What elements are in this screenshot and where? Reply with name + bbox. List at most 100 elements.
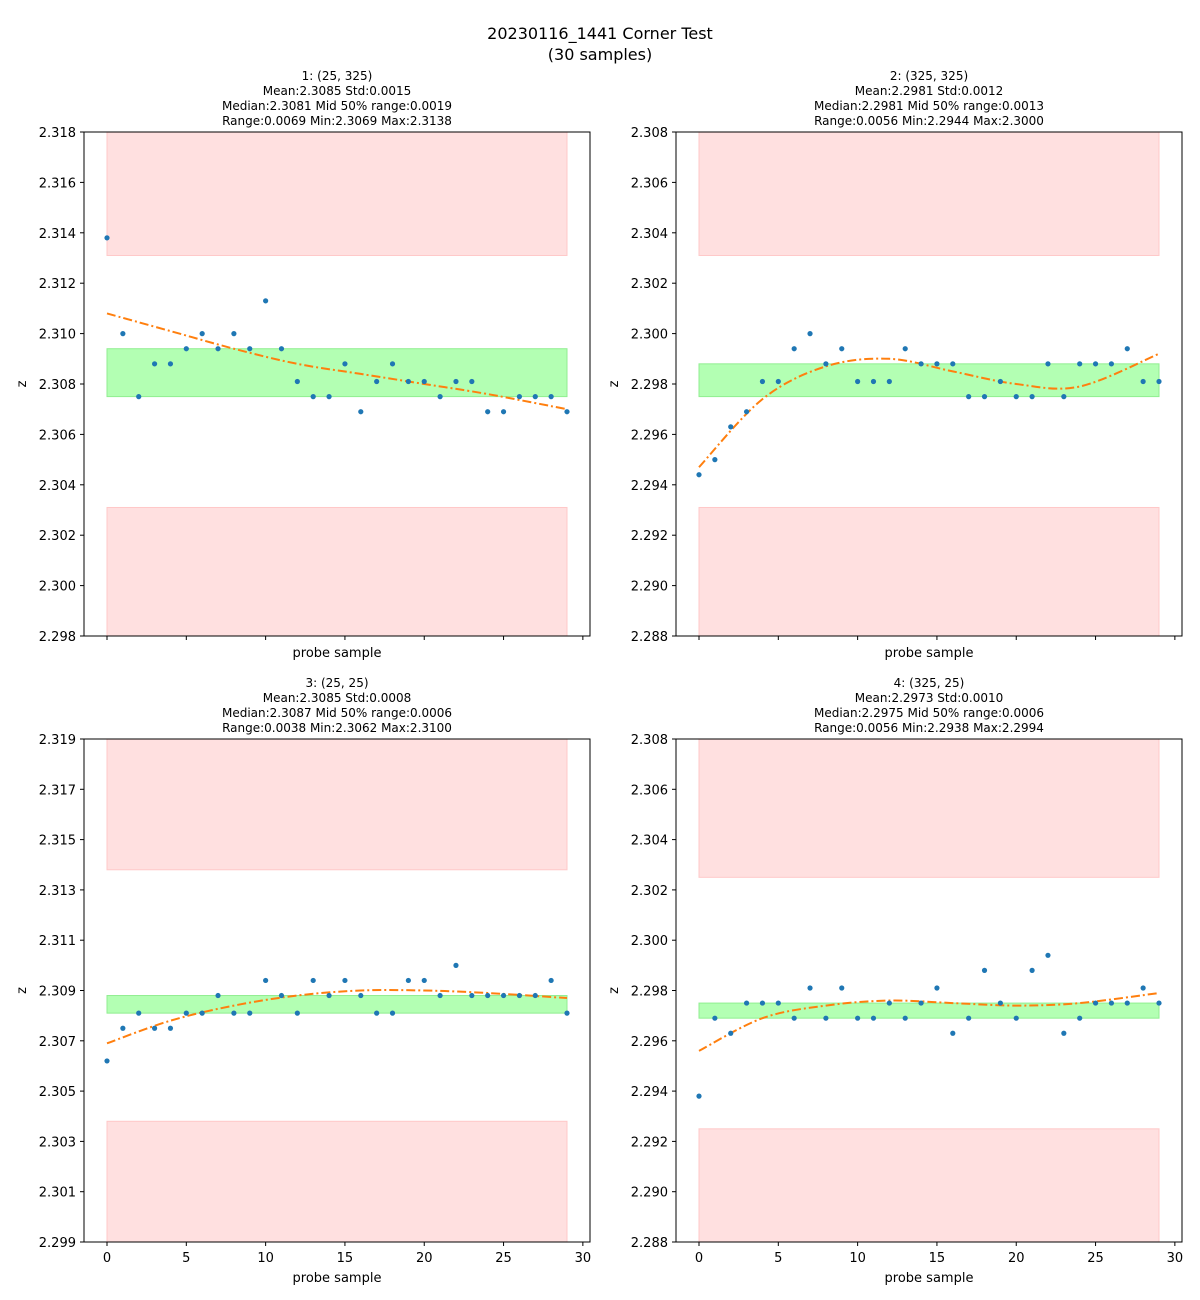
red-tolerance-band xyxy=(106,131,568,256)
y-tick-label: 2.304 xyxy=(631,834,668,849)
data-point xyxy=(247,346,253,352)
data-point xyxy=(532,992,538,999)
data-point xyxy=(775,1000,781,1006)
x-axis-label: probe sample xyxy=(293,1271,382,1286)
subplot-title-line: Median:2.3081 Mid 50% range:0.0019 xyxy=(222,99,452,113)
data-point xyxy=(231,1010,237,1016)
y-tick-label: 2.294 xyxy=(631,479,668,494)
x-tick-label: 30 xyxy=(1167,1251,1184,1266)
data-point xyxy=(1061,1030,1067,1036)
y-tick-label: 2.317 xyxy=(39,783,76,798)
data-point xyxy=(1108,1000,1115,1006)
y-axis-label: z xyxy=(607,987,622,994)
subplot-title-line: 2: (325, 325) xyxy=(890,69,968,83)
subplot-title-line: Range:0.0056 Min:2.2938 Max:2.2994 xyxy=(814,721,1044,735)
data-point xyxy=(263,977,269,984)
x-tick-label: 15 xyxy=(929,1251,946,1266)
data-point xyxy=(120,1025,126,1031)
data-point xyxy=(807,331,813,337)
data-point xyxy=(358,992,364,999)
data-point xyxy=(886,1000,892,1006)
y-tick-label: 2.288 xyxy=(631,630,668,645)
data-point xyxy=(548,394,554,400)
data-point xyxy=(469,992,475,999)
x-axis-label: probe sample xyxy=(885,1271,974,1286)
data-point xyxy=(231,331,237,337)
subplot-1: 2.298 2.300 2.302 2.304 2.306 2.308 2.310 2.312… xyxy=(15,69,591,661)
red-tolerance-band xyxy=(106,506,568,637)
data-point xyxy=(548,977,554,984)
y-tick-label: 2.309 xyxy=(39,985,76,1000)
data-point xyxy=(902,1015,908,1021)
data-point xyxy=(870,378,877,385)
y-tick-label: 2.312 xyxy=(39,277,76,292)
data-point xyxy=(199,331,205,337)
subplot-title-line: Median:2.2975 Mid 50% range:0.0006 xyxy=(814,706,1044,720)
data-point xyxy=(759,378,766,385)
data-point xyxy=(823,361,829,367)
y-axis-label: z xyxy=(15,380,30,387)
green-mid50-band xyxy=(106,348,568,398)
subplot-title-line: 3: (25, 25) xyxy=(305,676,368,690)
data-point xyxy=(405,977,411,984)
y-tick-label: 2.298 xyxy=(39,630,76,645)
data-point xyxy=(1092,361,1099,367)
y-tick-label: 2.316 xyxy=(39,176,76,191)
y-tick-label: 2.302 xyxy=(631,884,668,899)
y-tick-label: 2.298 xyxy=(631,985,668,1000)
x-tick-label: 25 xyxy=(1087,1251,1104,1266)
data-point xyxy=(966,1015,972,1021)
green-mid50-band xyxy=(106,995,568,1014)
data-point xyxy=(167,361,174,367)
data-point xyxy=(104,1058,110,1064)
y-tick-label: 2.300 xyxy=(631,934,668,949)
y-tick-label: 2.310 xyxy=(39,328,76,343)
data-point xyxy=(1156,1000,1162,1006)
subplot-title-line: Mean:2.2981 Std:0.0012 xyxy=(855,84,1004,98)
y-tick-label: 2.301 xyxy=(39,1186,76,1201)
x-tick-label: 10 xyxy=(257,1251,274,1266)
red-tolerance-band xyxy=(698,1128,1160,1243)
data-point xyxy=(564,1010,570,1016)
data-point xyxy=(1029,394,1035,400)
data-point xyxy=(902,346,908,352)
data-point xyxy=(310,977,316,984)
subplot-title-line: Median:2.2981 Mid 50% range:0.0013 xyxy=(814,99,1044,113)
data-point xyxy=(712,1015,718,1021)
y-tick-label: 2.300 xyxy=(631,328,668,343)
data-point xyxy=(326,394,332,400)
red-tolerance-band xyxy=(698,738,1160,878)
y-tick-label: 2.306 xyxy=(631,176,668,191)
data-point xyxy=(104,235,110,241)
x-tick-label: 25 xyxy=(495,1251,512,1266)
data-point xyxy=(791,1015,797,1021)
x-tick-label: 20 xyxy=(1008,1251,1025,1266)
data-point xyxy=(1108,361,1115,367)
data-point xyxy=(1045,952,1051,958)
data-point xyxy=(823,1015,829,1021)
y-tick-label: 2.292 xyxy=(631,1135,668,1150)
data-point xyxy=(516,394,523,400)
data-point xyxy=(712,457,718,463)
data-point xyxy=(997,378,1003,385)
subplot-title-line: Range:0.0069 Min:2.3069 Max:2.3138 xyxy=(222,114,452,128)
data-point xyxy=(437,394,443,400)
data-point xyxy=(326,992,332,999)
data-point xyxy=(1140,378,1146,385)
data-point xyxy=(374,378,380,385)
data-point xyxy=(136,394,142,400)
y-axis-label: z xyxy=(607,380,622,387)
data-point xyxy=(500,409,507,415)
subplot-4: 2.288 2.290 2.292 2.294 2.296 2.298 2.300 2.302… xyxy=(607,676,1183,1286)
red-tolerance-band xyxy=(106,1120,568,1243)
data-point xyxy=(934,361,940,367)
y-tick-label: 2.298 xyxy=(631,378,668,393)
data-point xyxy=(136,1010,142,1016)
data-point xyxy=(564,409,570,415)
y-tick-label: 2.290 xyxy=(631,1186,668,1201)
data-point xyxy=(1124,346,1130,352)
data-point xyxy=(199,1010,205,1016)
data-point xyxy=(120,331,126,337)
y-tick-label: 2.308 xyxy=(631,126,668,141)
y-tick-label: 2.299 xyxy=(39,1236,76,1251)
